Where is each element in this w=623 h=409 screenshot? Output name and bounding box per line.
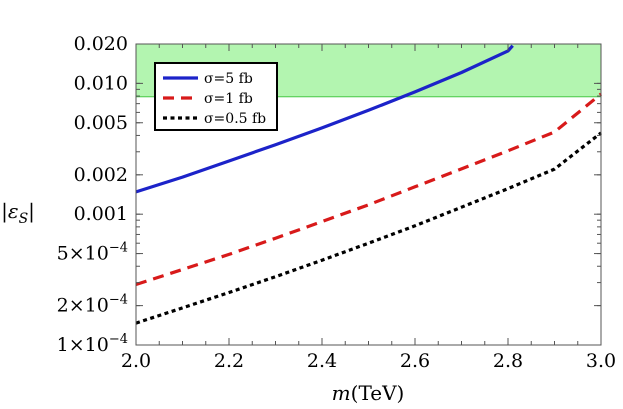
x-axis: 2.0 2.2 2.4 2.6 2.8 3.0 bbox=[121, 44, 616, 372]
x-tick-label: 2.2 bbox=[214, 350, 244, 372]
legend: σ=5 fb σ=1 fb σ=0.5 fb bbox=[154, 62, 278, 131]
x-tick-label: 2.4 bbox=[307, 350, 337, 372]
x-tick-label: 2.0 bbox=[121, 350, 151, 372]
y-axis-title: |εS| bbox=[1, 199, 35, 227]
legend-label-2: σ=0.5 fb bbox=[204, 111, 266, 127]
series-line-1 bbox=[135, 92, 603, 287]
x-tick-label: 3.0 bbox=[586, 350, 616, 372]
legend-label-0: σ=5 fb bbox=[204, 71, 253, 87]
y-tick-label: 1×10−4 bbox=[57, 332, 128, 356]
y-tick-label: 0.002 bbox=[74, 164, 128, 186]
x-tick-label: 2.8 bbox=[493, 350, 523, 372]
y-tick-label: 0.020 bbox=[74, 33, 128, 55]
y-axis: 1×10−4 2×10−4 5×10−4 0.001 0.002 0.005 0.010 0.… bbox=[57, 33, 601, 356]
y-tick-label: 0.001 bbox=[74, 203, 128, 225]
series-layer bbox=[135, 44, 603, 325]
y-tick-label: 5×10−4 bbox=[57, 241, 128, 265]
legend-box bbox=[154, 62, 278, 131]
y-tick-label: 0.005 bbox=[74, 112, 128, 134]
y-tick-label: 2×10−4 bbox=[57, 293, 128, 317]
x-tick-label: 2.6 bbox=[400, 350, 430, 372]
legend-label-1: σ=1 fb bbox=[204, 91, 253, 107]
series-line-0 bbox=[135, 44, 514, 194]
y-tick-label: 0.010 bbox=[74, 72, 128, 94]
x-axis-title: m(TeV) bbox=[332, 381, 405, 405]
